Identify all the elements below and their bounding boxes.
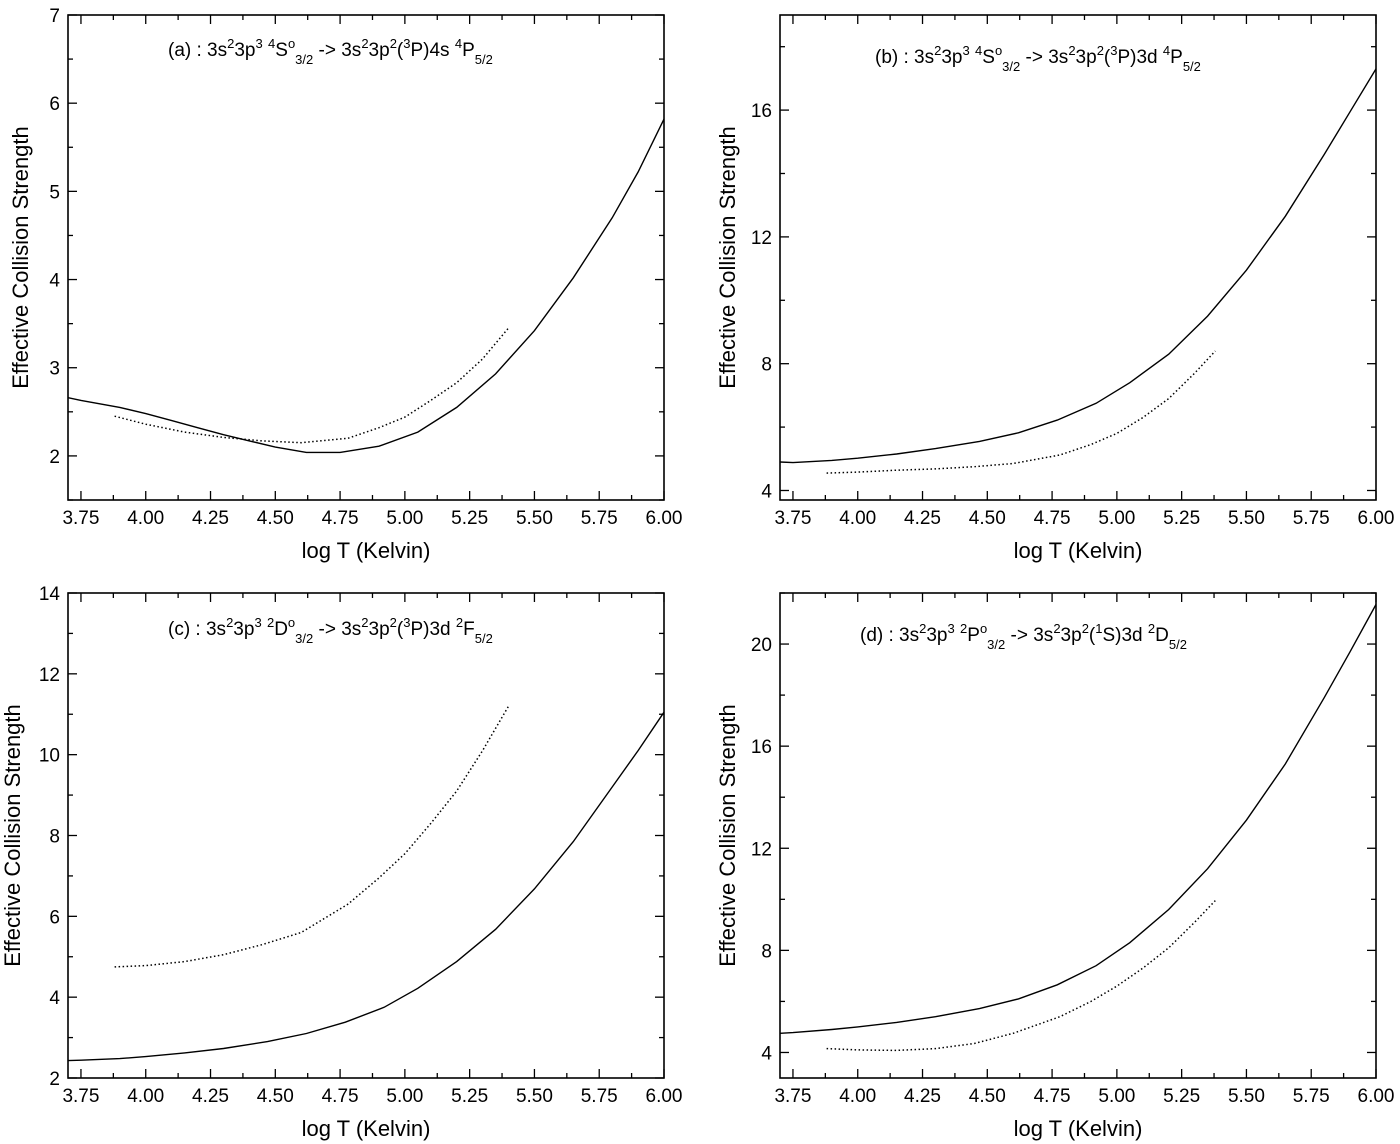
solid-series-line [780, 68, 1376, 464]
y-tick-label: 6 [49, 907, 60, 928]
x-tick-label: 3.75 [774, 1086, 811, 1107]
x-tick-label: 4.00 [839, 508, 876, 529]
y-tick-label: 7 [49, 6, 60, 27]
x-tick-label: 4.75 [322, 508, 359, 529]
dotted-series-line [114, 705, 510, 968]
y-axis-label: Effective Collision Strength [715, 126, 740, 389]
x-tick-label: 3.75 [62, 508, 99, 529]
panel-a: 3.75 4.00 4.25 4.50 4.75 5.00 5.25 5.50 5.75 6.00… [8, 6, 682, 563]
solid-series-line [68, 711, 664, 1062]
x-axis-label: log T (Kelvin) [1014, 538, 1143, 563]
y-tick-label: 12 [751, 839, 772, 860]
panel-d: 3.75 4.00 4.25 4.50 4.75 5.00 5.25 5.50 5.75 6.00… [715, 592, 1395, 1141]
x-tick-label: 4.25 [904, 1086, 941, 1107]
x-tick-label: 5.50 [516, 1086, 553, 1107]
y-axis-label: Effective Collision Strength [8, 126, 33, 389]
y-tick-label: 12 [39, 665, 60, 686]
solid-series-line [68, 118, 664, 454]
x-tick-label: 5.50 [1228, 508, 1265, 529]
y-tick-label: 8 [49, 827, 60, 848]
x-tick-label: 5.50 [1228, 1086, 1265, 1107]
y-tick-label: 6 [49, 94, 60, 115]
y-tick-label: 5 [49, 182, 60, 203]
x-tick-label: 5.75 [581, 1086, 618, 1107]
x-tick-label: 5.75 [581, 508, 618, 529]
panel-annotation: (d) : 3s23p3 2Po3/2 -> 3s23p2(1S)3d 2D5/… [860, 621, 1187, 652]
x-tick-label: 5.75 [1293, 1086, 1330, 1107]
x-tick-label: 5.00 [1098, 508, 1135, 529]
x-tick-label: 4.25 [192, 508, 229, 529]
x-tick-label: 5.25 [1163, 508, 1200, 529]
x-tick-label: 6.00 [1358, 1086, 1395, 1107]
x-tick-label: 5.25 [451, 1086, 488, 1107]
y-tick-label: 20 [751, 635, 772, 656]
x-tick-label: 4.25 [904, 508, 941, 529]
x-tick-label: 5.50 [516, 508, 553, 529]
plot-frame [779, 592, 1377, 1079]
x-tick-label: 4.50 [969, 1086, 1006, 1107]
x-tick-label: 5.00 [386, 1086, 423, 1107]
y-tick-label: 3 [49, 359, 60, 380]
y-tick-label: 8 [761, 355, 772, 376]
y-tick-label: 16 [751, 101, 772, 122]
solid-series-line [780, 604, 1376, 1034]
x-tick-label: 5.25 [1163, 1086, 1200, 1107]
panel-b: 3.75 4.00 4.25 4.50 4.75 5.00 5.25 5.50 5.75 6.00… [715, 14, 1395, 563]
y-tick-label: 4 [49, 271, 60, 292]
y-tick-label: 12 [751, 228, 772, 249]
dotted-series-line [826, 900, 1216, 1052]
x-tick-label: 4.75 [1034, 1086, 1071, 1107]
y-tick-label: 4 [761, 481, 772, 502]
y-tick-label: 14 [39, 584, 61, 605]
x-tick-label: 3.75 [62, 1086, 99, 1107]
x-tick-label: 4.75 [322, 1086, 359, 1107]
x-tick-label: 4.00 [839, 1086, 876, 1107]
x-axis-label: log T (Kelvin) [302, 1116, 431, 1141]
x-tick-label: 5.00 [386, 508, 423, 529]
y-tick-label: 4 [49, 988, 60, 1009]
x-tick-label: 5.00 [1098, 1086, 1135, 1107]
plot-frame [67, 592, 665, 1079]
x-tick-label: 6.00 [646, 508, 683, 529]
x-tick-label: 3.75 [774, 508, 811, 529]
x-tick-label: 4.00 [127, 1086, 164, 1107]
y-axis-label: Effective Collision Strength [0, 704, 25, 967]
x-tick-label: 4.75 [1034, 508, 1071, 529]
panel-c: 3.75 4.00 4.25 4.50 4.75 5.00 5.25 5.50 5.75 6.00… [0, 584, 682, 1141]
x-axis-label: log T (Kelvin) [302, 538, 431, 563]
plot-frame [67, 14, 665, 501]
dotted-series-line [114, 327, 510, 444]
plot-frame [779, 14, 1377, 501]
panel-annotation: (a) : 3s23p3 4So3/2 -> 3s23p2(3P)4s 4P5/… [168, 36, 493, 67]
panel-annotation: (c) : 3s23p3 2Do3/2 -> 3s23p2(3P)3d 2F5/… [168, 615, 493, 646]
y-tick-label: 2 [49, 447, 60, 468]
x-tick-label: 6.00 [1358, 508, 1395, 529]
x-tick-label: 4.00 [127, 508, 164, 529]
x-tick-label: 4.50 [257, 508, 294, 529]
y-tick-label: 16 [751, 737, 772, 758]
x-tick-label: 5.25 [451, 508, 488, 529]
y-tick-label: 4 [761, 1043, 772, 1064]
y-axis-label: Effective Collision Strength [715, 704, 740, 967]
x-axis-label: log T (Kelvin) [1014, 1116, 1143, 1141]
y-tick-label: 8 [761, 941, 772, 962]
x-tick-label: 4.25 [192, 1086, 229, 1107]
x-tick-label: 5.75 [1293, 508, 1330, 529]
x-tick-label: 4.50 [969, 508, 1006, 529]
x-tick-label: 6.00 [646, 1086, 683, 1107]
panel-annotation: (b) : 3s23p3 4So3/2 -> 3s23p2(3P)3d 4P5/… [875, 43, 1201, 74]
x-tick-label: 4.50 [257, 1086, 294, 1107]
y-tick-label: 2 [49, 1069, 60, 1090]
y-tick-label: 10 [39, 746, 60, 767]
